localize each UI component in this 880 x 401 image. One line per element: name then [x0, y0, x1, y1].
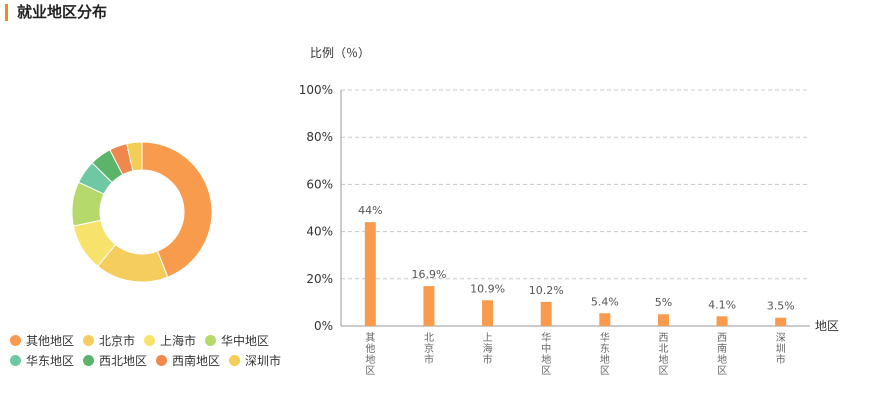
- legend-swatch: [83, 354, 95, 366]
- x-tick-label: 北京市: [424, 332, 434, 366]
- bar-value-label: 4.1%: [708, 298, 736, 311]
- x-tick-label: 西北地区: [658, 333, 668, 377]
- bar-value-label: 44%: [358, 204, 382, 217]
- donut-chart: [71, 141, 213, 283]
- legend-label: 西北地区: [99, 353, 148, 368]
- bar-value-label: 5%: [655, 296, 672, 309]
- legend-item[interactable]: 华中地区: [205, 330, 269, 350]
- legend-label: 西南地区: [172, 353, 221, 368]
- bar-value-label: 10.9%: [470, 282, 505, 295]
- y-tick-label: 0%: [314, 319, 333, 333]
- legend-label: 深圳市: [245, 353, 282, 368]
- bar-value-label: 16.9%: [411, 268, 446, 281]
- bar[interactable]: [599, 313, 611, 326]
- legend-item[interactable]: 上海市: [144, 330, 196, 350]
- legend-swatch: [205, 334, 217, 346]
- legend-label: 上海市: [160, 333, 197, 348]
- legend-swatch: [156, 354, 168, 366]
- legend-swatch: [83, 334, 95, 346]
- legend-swatch: [10, 334, 21, 346]
- y-tick-label: 100%: [299, 83, 333, 97]
- bar[interactable]: [775, 317, 787, 326]
- legend-item[interactable]: 西北地区: [83, 350, 147, 370]
- legend-label: 北京市: [99, 333, 136, 348]
- legend-item[interactable]: 北京市: [83, 330, 135, 350]
- legend-label: 华东地区: [26, 353, 75, 368]
- x-tick-label: 深圳市: [776, 332, 786, 366]
- donut-slice-1[interactable]: [141, 141, 213, 278]
- bar[interactable]: [657, 314, 669, 326]
- legend-item[interactable]: 华东地区: [10, 350, 74, 370]
- y-tick-label: 60%: [306, 177, 333, 191]
- legend-item[interactable]: 深圳市: [229, 350, 281, 370]
- x-tick-label: 西南地区: [717, 333, 727, 377]
- y-tick-label: 80%: [306, 130, 333, 144]
- legend-item[interactable]: 西南地区: [156, 350, 220, 370]
- legend-swatch: [229, 354, 241, 366]
- bar-value-label: 10.2%: [529, 284, 564, 297]
- x-tick-label: 华东地区: [600, 331, 610, 377]
- bar[interactable]: [364, 222, 376, 326]
- legend-swatch: [10, 354, 21, 366]
- bar[interactable]: [540, 301, 552, 326]
- x-tick-label: 上海市: [483, 332, 493, 366]
- legend-swatch: [144, 334, 156, 346]
- y-axis-label: 比例（％）: [310, 46, 370, 60]
- bar[interactable]: [423, 286, 435, 326]
- donut-legend: 其他地区 北京市 上海市 华中地区华东地区 西北地区 西南地区 深圳市: [10, 330, 300, 370]
- bar-value-label: 5.4%: [591, 295, 619, 308]
- donut-slice-8[interactable]: [126, 141, 143, 172]
- x-tick-label: 其他地区: [365, 332, 375, 377]
- legend-item[interactable]: 其他地区: [10, 330, 74, 350]
- legend-label: 其他地区: [26, 333, 75, 348]
- bar-value-label: 3.5%: [767, 300, 795, 313]
- page-title: 就业地区分布: [5, 4, 107, 21]
- y-tick-label: 40%: [306, 225, 333, 239]
- bar[interactable]: [716, 316, 728, 326]
- x-tick-label: 华中地区: [541, 331, 551, 377]
- x-axis-label: 地区: [815, 319, 839, 333]
- bar[interactable]: [482, 300, 494, 326]
- y-tick-label: 20%: [306, 272, 333, 286]
- legend-label: 华中地区: [221, 333, 270, 348]
